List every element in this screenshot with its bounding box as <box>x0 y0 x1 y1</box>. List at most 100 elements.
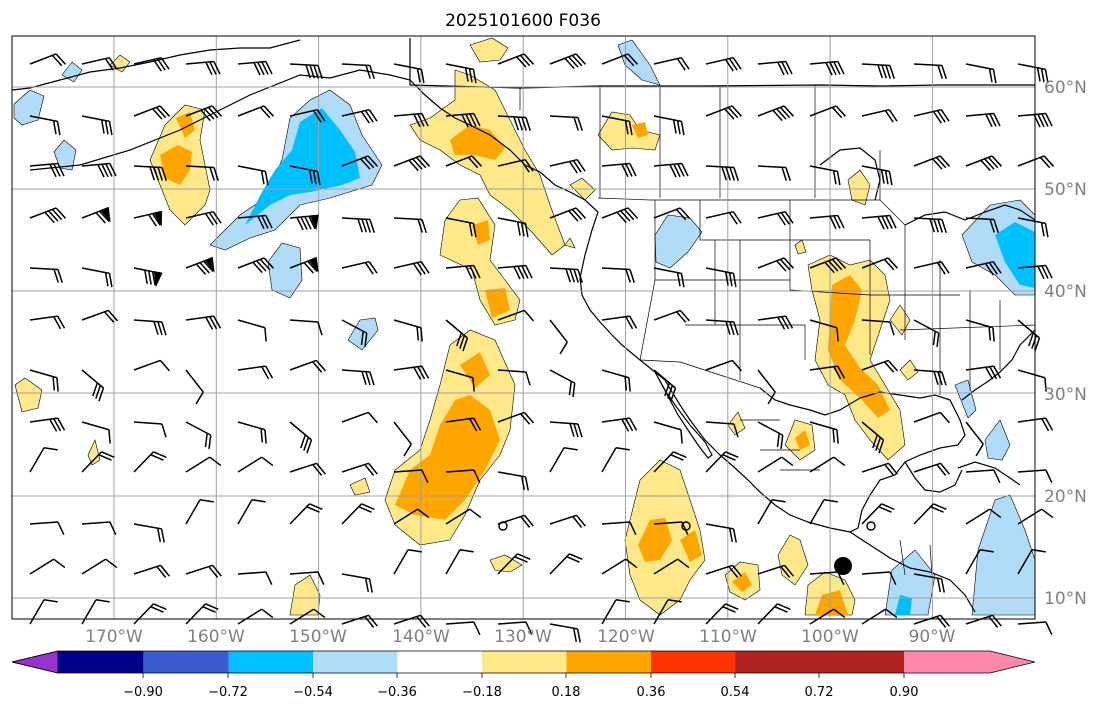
wind-barb <box>809 60 845 76</box>
negative-region-florida <box>954 379 977 419</box>
wind-barb <box>133 603 167 625</box>
wind-barb <box>913 614 950 628</box>
wind-barb <box>549 267 583 283</box>
border-canada-provinces <box>519 85 881 200</box>
wind-barb <box>705 319 739 336</box>
wind-barb <box>913 411 951 424</box>
wind-barb <box>133 523 165 543</box>
wind-barb <box>705 564 742 578</box>
wind-barb <box>445 217 477 238</box>
wind-barb <box>809 456 846 473</box>
wind-barb <box>133 56 170 72</box>
wind-barb <box>965 508 1002 525</box>
negative-region-atlantic <box>984 419 1011 461</box>
wind-barb <box>185 421 212 450</box>
wind-barb <box>861 108 898 123</box>
wind-barb <box>81 369 105 402</box>
colorbar-extend-high <box>904 651 1035 673</box>
wind-barb <box>393 63 425 84</box>
wind-barb <box>809 214 845 230</box>
latitude-labels: 10°N 20°N 30°N 40°N 50°N 60°N <box>1044 78 1087 609</box>
positive-region-small-k <box>794 239 807 255</box>
wind-barb <box>653 162 689 178</box>
positive-core-southwest-2 <box>680 530 702 562</box>
wind-barb <box>965 260 1002 276</box>
wind-barb <box>81 309 119 323</box>
negative-region-central-america <box>884 549 936 616</box>
wind-barb <box>393 469 429 483</box>
wind-barb <box>965 549 994 575</box>
marker-open-1 <box>498 521 508 531</box>
wind-barb <box>185 256 215 275</box>
wind-barb <box>289 214 319 231</box>
wind-barb <box>133 267 163 288</box>
border-us-mexico <box>639 359 761 389</box>
wind-barb <box>497 369 531 386</box>
wind-barb <box>81 206 111 224</box>
colorbar-bin-10 <box>819 651 904 673</box>
wind-barb <box>653 309 691 323</box>
wind-barb <box>809 105 847 119</box>
wind-barb <box>913 319 940 348</box>
wind-barb <box>81 599 110 625</box>
positive-core-central-mexico <box>732 572 752 592</box>
wind-barb <box>861 571 897 585</box>
wind-barb <box>237 165 269 186</box>
colorbar-tick-labels: −0.90 −0.72 −0.54 −0.36 −0.18 0.18 0.36 … <box>123 685 918 700</box>
wind-barb <box>133 319 167 336</box>
wind-barb <box>549 158 586 174</box>
station-markers <box>498 521 876 575</box>
wind-barb <box>341 217 375 233</box>
wind-barb <box>133 564 170 578</box>
coastline-us-west <box>579 211 851 533</box>
colorbar-ticks <box>142 673 905 678</box>
wind-barb <box>1017 217 1049 238</box>
lon-label-130w: 130°W <box>494 627 552 647</box>
lat-label-30n: 30°N <box>1044 385 1087 405</box>
wind-barb <box>393 112 429 128</box>
wind-barb <box>497 217 529 238</box>
wind-barb <box>913 503 947 525</box>
wind-barb <box>393 508 430 525</box>
wind-barb <box>549 553 583 575</box>
wind-barb <box>757 210 794 226</box>
wind-barb <box>497 553 531 575</box>
wind-barb <box>601 417 638 432</box>
gridlines <box>12 36 1035 619</box>
wind-barb <box>809 571 845 585</box>
wind-barb <box>133 105 171 120</box>
positive-region-hudson <box>847 169 871 206</box>
positive-region-small-d <box>349 477 371 496</box>
wind-barbs <box>29 53 1055 643</box>
wind-barb <box>601 207 639 224</box>
wind-barb <box>341 573 373 593</box>
wind-barb <box>757 165 791 181</box>
wind-barb <box>653 56 690 71</box>
coastline-us-east <box>961 329 1036 401</box>
wind-barb <box>1017 417 1054 432</box>
wind-barb <box>133 451 167 473</box>
wind-barb <box>341 155 379 170</box>
lat-label-40n: 40°N <box>1044 282 1087 302</box>
wind-barb <box>497 264 533 280</box>
wind-barb <box>705 267 737 288</box>
positive-region-baja <box>289 574 321 616</box>
lon-label-160w: 160°W <box>187 627 245 647</box>
lon-label-170w: 170°W <box>85 627 143 647</box>
cb-tick-label: −0.36 <box>377 685 417 700</box>
coastline-baja <box>654 371 713 459</box>
colorbar-bin-1 <box>58 651 144 673</box>
colorbar-bin-5 <box>397 651 482 673</box>
wind-barb <box>1017 621 1053 635</box>
coastline-hudson <box>819 147 881 201</box>
cb-tick-label: 0.36 <box>637 685 666 700</box>
cb-tick-label: −0.18 <box>462 685 502 700</box>
positive-core-southwest <box>638 518 672 562</box>
cb-tick-label: 0.54 <box>721 685 750 700</box>
positive-region-small-i <box>564 237 576 249</box>
wind-barb <box>861 165 893 186</box>
wind-barb <box>1017 469 1053 483</box>
wind-barb <box>861 257 899 271</box>
wind-barb <box>757 421 784 450</box>
